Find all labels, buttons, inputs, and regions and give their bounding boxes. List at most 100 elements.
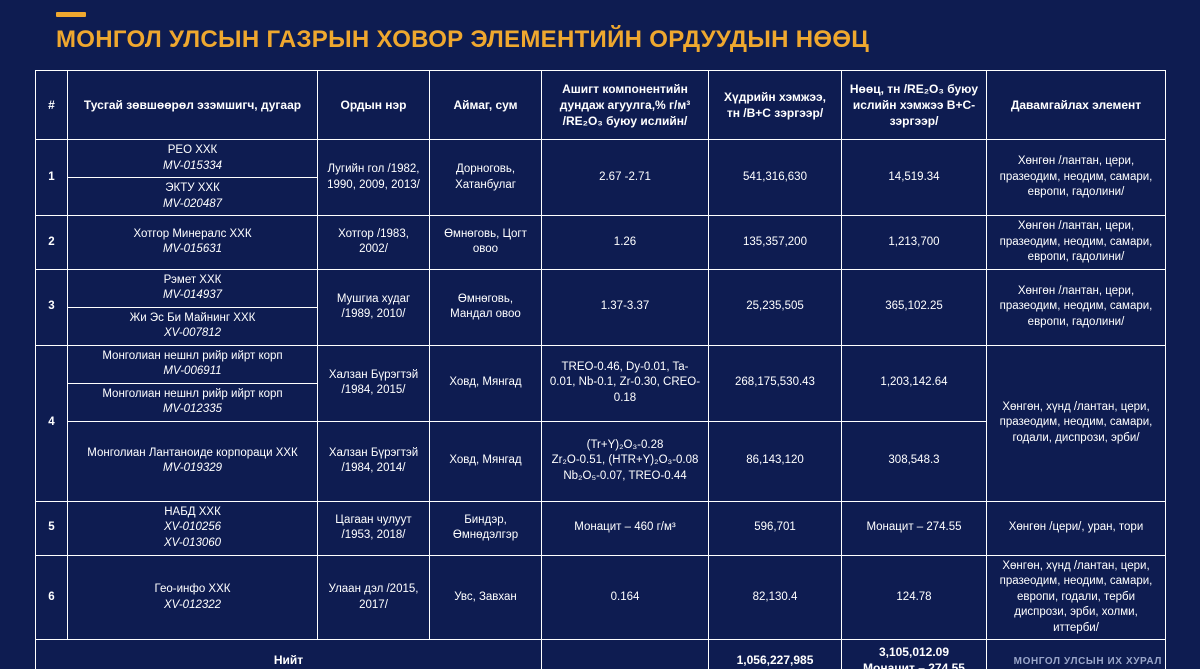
row-number: 2 bbox=[35, 215, 68, 270]
table-row-4a: 4 Монголиан нешнл рийр ийрт корп MV-0069… bbox=[35, 344, 1166, 502]
avg-content: (Tr+Y)₂O₃-0.28 Zr₂O-0.51, (HTR+Y)₂O₃-0.0… bbox=[541, 420, 709, 502]
aimag-sum: Увс, Завхан bbox=[429, 554, 542, 641]
table-row-5: 5 НАБД ХХК XV-010256 XV-013060 Цагаан чу… bbox=[35, 500, 1166, 556]
table-row-4b: Монголиан нешнл рийр ийрт корп MV-012335 bbox=[36, 382, 1166, 422]
avg-content: 1.26 bbox=[541, 215, 709, 270]
license-number: MV-019329 bbox=[162, 462, 223, 475]
ore-amount: 86,143,120 bbox=[708, 420, 842, 502]
header-deposit: Ордын нэр bbox=[317, 70, 430, 140]
ore-amount: 82,130.4 bbox=[708, 554, 842, 641]
row-number: 4 bbox=[35, 344, 68, 502]
license-holder: НАБД ХХК bbox=[164, 505, 221, 518]
license-holder: Монголиан Лантаноиде корпораци ХХК bbox=[87, 446, 298, 459]
license-cell: РЕО ХХК MV-015334 bbox=[67, 138, 318, 179]
table-row-6: 6 Гео-инфо ХХК XV-012322 Улаан дэл /2015… bbox=[35, 554, 1166, 641]
license-number: XV-007812 bbox=[163, 327, 222, 340]
reserve-amount: 1,213,700 bbox=[841, 215, 987, 270]
avg-content: 0.164 bbox=[541, 554, 709, 641]
avg-content: 1.37-3.37 bbox=[541, 268, 709, 346]
license-cell: Монголиан Лантаноиде корпораци ХХК MV-01… bbox=[67, 420, 318, 502]
deposit-name: Мушгиа худаг /1989, 2010/ bbox=[317, 268, 430, 346]
footer-org: МОНГОЛ УЛСЫН ИХ ХУРАЛ bbox=[1013, 656, 1162, 667]
header-reserve: Нөөц, тн /RE₂O₃ буюу ислийн хэмжээ В+С-з… bbox=[841, 70, 987, 140]
reserve-amount: Монацит – 274.55 bbox=[841, 500, 987, 556]
ore-amount: 596,701 bbox=[708, 500, 842, 556]
header-row: # Тусгай зөвшөөрөл эзэмшигч, дугаар Орды… bbox=[35, 70, 1166, 140]
reserve-amount: 1,203,142.64 bbox=[841, 344, 987, 422]
ore-amount: 541,316,630 bbox=[708, 138, 842, 217]
license-number: MV-015334 bbox=[162, 159, 223, 172]
aimag-sum: Биндэр, Өмнөдэлгэр bbox=[429, 500, 542, 556]
license-number: XV-013060 bbox=[163, 536, 222, 549]
header-aimag: Аймаг, сум bbox=[429, 70, 542, 140]
row-number: 5 bbox=[35, 500, 68, 556]
deposit-name: Халзан Бүрэгтэй /1984, 2015/ bbox=[317, 344, 430, 422]
avg-content: 2.67 -2.71 bbox=[541, 138, 709, 217]
reserve-amount: 308,548.3 bbox=[841, 420, 987, 502]
license-holder: Монголиан нешнл рийр ийрт корп bbox=[102, 387, 283, 400]
license-cell: ЭКТУ ХХК MV-020487 bbox=[67, 177, 318, 217]
deposit-name: Цагаан чулуут /1953, 2018/ bbox=[317, 500, 430, 556]
license-holder: ЭКТУ ХХК bbox=[165, 182, 220, 195]
aimag-sum: Дорноговь, Хатанбулаг bbox=[429, 138, 542, 217]
license-cell: Жи Эс Би Майнинг ХХК XV-007812 bbox=[67, 306, 318, 346]
deposit-name: Лугийн гол /1982, 1990, 2009, 2013/ bbox=[317, 138, 430, 217]
header-license: Тусгай зөвшөөрөл эзэмшигч, дугаар bbox=[67, 70, 318, 140]
row-number: 6 bbox=[35, 554, 68, 641]
table-row-1a: 1 РЕО ХХК MV-015334 Лугийн гол /1982, 19… bbox=[35, 138, 1166, 217]
license-holder: Жи Эс Би Майнинг ХХК bbox=[129, 311, 256, 324]
deposit-name: Халзан Бүрэгтэй /1984, 2014/ bbox=[317, 420, 430, 502]
dominant-element: Хөнгөн /лантан, цери, празеодим, неодим,… bbox=[986, 268, 1166, 346]
license-holder: Рэмет ХХК bbox=[163, 273, 222, 286]
page-title: МОНГОЛ УЛСЫН ГАЗРЫН ХОВОР ЭЛЕМЕНТИЙН ОРД… bbox=[56, 26, 870, 53]
dominant-element: Хөнгөн /лантан, цери, празеодим, неодим,… bbox=[986, 138, 1166, 217]
table-row-2: 2 Хотгор Минералс ХХК MV-015631 Хотгор /… bbox=[35, 215, 1166, 270]
dominant-element: Хөнгөн, хүнд /лантан, цери, празеодим, н… bbox=[986, 344, 1166, 502]
license-number: XV-010256 bbox=[163, 521, 222, 534]
total-label: Нийт bbox=[35, 639, 542, 669]
ore-amount: 268,175,530.43 bbox=[708, 344, 842, 422]
header-element: Давамгайлах элемент bbox=[986, 70, 1166, 140]
reserves-table: # Тусгай зөвшөөрөл эзэмшигч, дугаар Орды… bbox=[35, 70, 1166, 669]
license-number: MV-020487 bbox=[162, 197, 223, 210]
table-row-1b: ЭКТУ ХХК MV-020487 bbox=[36, 177, 1166, 217]
avg-content: Монацит – 460 г/м³ bbox=[541, 500, 709, 556]
total-content-empty bbox=[541, 639, 709, 669]
license-cell: НАБД ХХК XV-010256 XV-013060 bbox=[67, 500, 318, 556]
license-holder: РЕО ХХК bbox=[167, 144, 218, 156]
total-reserve-line1: 3,105,012.09 bbox=[878, 644, 950, 659]
license-cell: Монголиан нешнл рийр ийрт корп MV-012335 bbox=[67, 382, 318, 422]
license-holder: Гео-инфо ХХК bbox=[154, 583, 231, 595]
table-row-3b: Жи Эс Би Майнинг ХХК XV-007812 bbox=[36, 306, 1166, 346]
header-num: # bbox=[35, 70, 68, 140]
total-reserve-line2: Монацит – 274.55 bbox=[863, 660, 965, 669]
dominant-element: Хөнгөн /лантан, цери, празеодим, неодим,… bbox=[986, 215, 1166, 270]
reserve-amount: 14,519.34 bbox=[841, 138, 987, 217]
license-cell: Монголиан нешнл рийр ийрт корп MV-006911 bbox=[67, 344, 318, 384]
ore-amount: 135,357,200 bbox=[708, 215, 842, 270]
license-holder: Монголиан нешнл рийр ийрт корп bbox=[102, 349, 283, 362]
aimag-sum: Өмнөговь, Цогт овоо bbox=[429, 215, 542, 270]
aimag-sum: Ховд, Мянгад bbox=[429, 344, 542, 422]
license-number: MV-006911 bbox=[163, 365, 222, 378]
license-number: MV-015631 bbox=[162, 243, 223, 256]
row-number: 1 bbox=[35, 138, 68, 217]
aimag-sum: Ховд, Мянгад bbox=[429, 420, 542, 502]
deposit-name: Хотгор /1983, 2002/ bbox=[317, 215, 430, 270]
aimag-sum: Өмнөговь, Мандал овоо bbox=[429, 268, 542, 346]
license-number: MV-014937 bbox=[162, 289, 223, 302]
accent-dash bbox=[56, 12, 86, 17]
dominant-element: Хөнгөн /цери/, уран, тори bbox=[986, 500, 1166, 556]
license-cell: Рэмет ХХК MV-014937 bbox=[67, 268, 318, 308]
header-ore: Хүдрийн хэмжээ, тн /В+С зэргээр/ bbox=[708, 70, 842, 140]
total-row: Нийт 1,056,227,985 3,105,012.09 Монацит … bbox=[35, 639, 1166, 669]
header-content: Ашигт компонентийн дундаж агуулга,% г/м³… bbox=[541, 70, 709, 140]
license-holder: Хотгор Минералс ХХК bbox=[133, 227, 252, 240]
license-number: MV-012335 bbox=[162, 403, 223, 416]
total-element-empty bbox=[986, 639, 1166, 669]
table-row-4c: Монголиан Лантаноиде корпораци ХХК MV-01… bbox=[36, 420, 1166, 502]
table-row-3a: 3 Рэмет ХХК MV-014937 Мушгиа худаг /1989… bbox=[35, 268, 1166, 346]
total-ore: 1,056,227,985 bbox=[708, 639, 842, 669]
dominant-element: Хөнгөн, хүнд /лантан, цери, празеодим, н… bbox=[986, 554, 1166, 641]
